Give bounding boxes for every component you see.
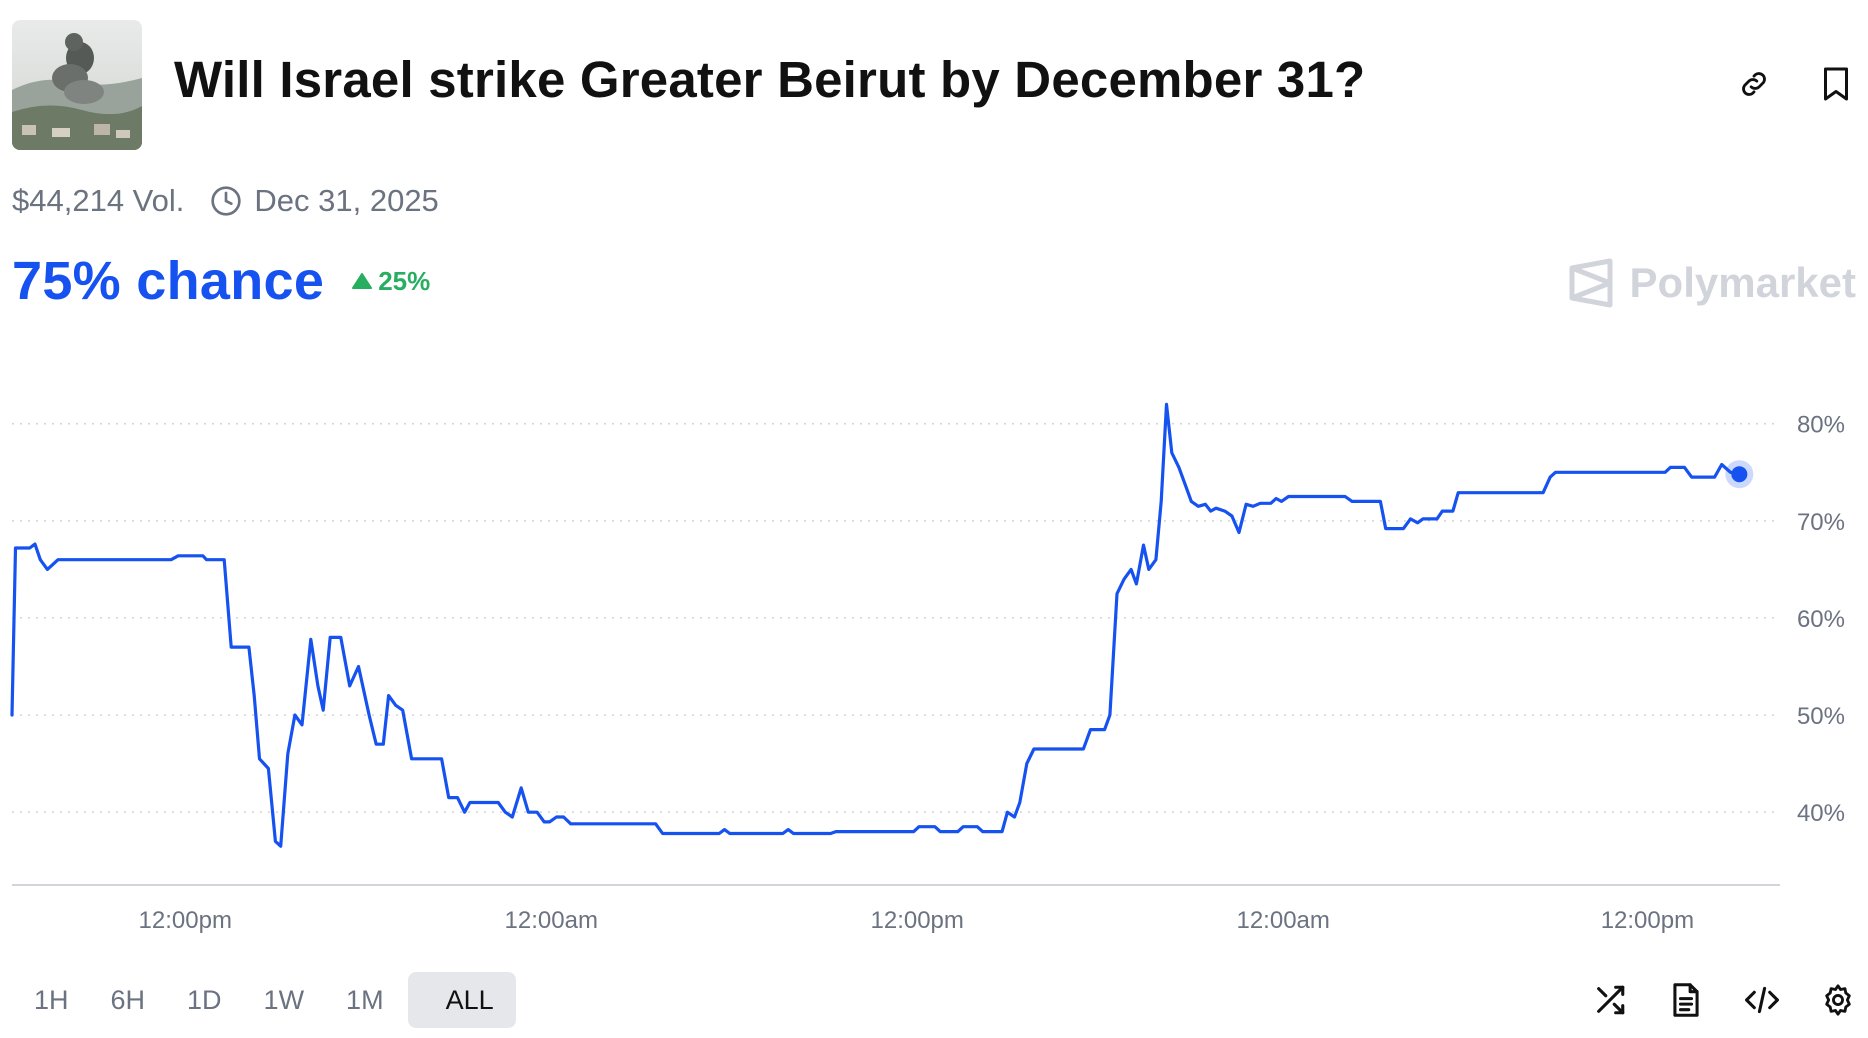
market-title: Will Israel strike Greater Beirut by Dec… bbox=[174, 51, 1366, 108]
end-date-text: Dec 31, 2025 bbox=[254, 183, 439, 218]
change-badge: 25% bbox=[352, 266, 430, 297]
chance-value: 75% chance bbox=[12, 251, 325, 311]
smoke-plume-photo-icon bbox=[12, 20, 142, 150]
market-thumbnail bbox=[12, 20, 142, 150]
market-header: Will Israel strike Greater Beirut by Dec… bbox=[12, 20, 1856, 150]
y-tick-label: 50% bbox=[1797, 703, 1845, 730]
market-meta: $44,214 Vol. Dec 31, 2025 bbox=[12, 183, 439, 219]
x-tick-label: 12:00pm bbox=[871, 907, 964, 934]
chart-gridlines bbox=[12, 422, 1780, 813]
brand-name: Polymarket bbox=[1629, 259, 1856, 306]
y-tick-label: 40% bbox=[1797, 800, 1845, 827]
y-axis-ticks: 80% 70% 60% 50% 40% bbox=[1797, 412, 1845, 827]
x-tick-label: 12:00pm bbox=[139, 907, 232, 934]
price-chart: 80%70%60%50%40% 12:00pm 12:00am 12:00pm 12:… bbox=[10, 402, 1845, 934]
probability-series-line bbox=[10, 402, 1741, 848]
polymarket-logo-icon bbox=[1569, 258, 1613, 308]
document-icon[interactable] bbox=[1666, 980, 1706, 1020]
time-range-selector: 1H 6H 1D 1W 1M ALL bbox=[16, 972, 516, 1028]
current-point-marker bbox=[1731, 466, 1748, 483]
y-tick-label: 70% bbox=[1797, 509, 1845, 536]
link-icon[interactable] bbox=[1734, 64, 1774, 104]
range-button-all[interactable]: ALL bbox=[407, 972, 516, 1028]
range-button-6h[interactable]: 6H bbox=[110, 984, 146, 1015]
change-value: 25% bbox=[378, 265, 431, 296]
x-axis-ticks: 12:00pm 12:00am 12:00pm 12:00am 12:00pm bbox=[139, 907, 1695, 934]
bookmark-icon[interactable] bbox=[1816, 64, 1856, 104]
range-button-1w[interactable]: 1W bbox=[263, 984, 305, 1015]
triangle-up-icon bbox=[352, 273, 373, 289]
x-tick-label: 12:00am bbox=[1236, 907, 1329, 934]
polymarket-watermark: Polymarket bbox=[1568, 258, 1856, 308]
range-button-1m[interactable]: 1M bbox=[346, 984, 384, 1015]
y-tick-label: 80% bbox=[1797, 412, 1845, 439]
volume-text: $44,214 Vol. bbox=[12, 183, 185, 218]
settings-gear-icon[interactable] bbox=[1818, 980, 1858, 1020]
range-button-1h[interactable]: 1H bbox=[34, 984, 69, 1015]
x-tick-label: 12:00pm bbox=[1601, 907, 1694, 934]
clock-icon bbox=[210, 185, 242, 217]
range-button-1d[interactable]: 1D bbox=[187, 984, 222, 1015]
chart-tools bbox=[1590, 980, 1858, 1020]
probability-row: 75% chance 25% bbox=[12, 250, 430, 312]
shuffle-icon[interactable] bbox=[1590, 980, 1630, 1020]
x-tick-label: 12:00am bbox=[505, 907, 598, 934]
y-tick-label: 60% bbox=[1797, 606, 1845, 633]
embed-code-icon[interactable] bbox=[1742, 980, 1782, 1020]
